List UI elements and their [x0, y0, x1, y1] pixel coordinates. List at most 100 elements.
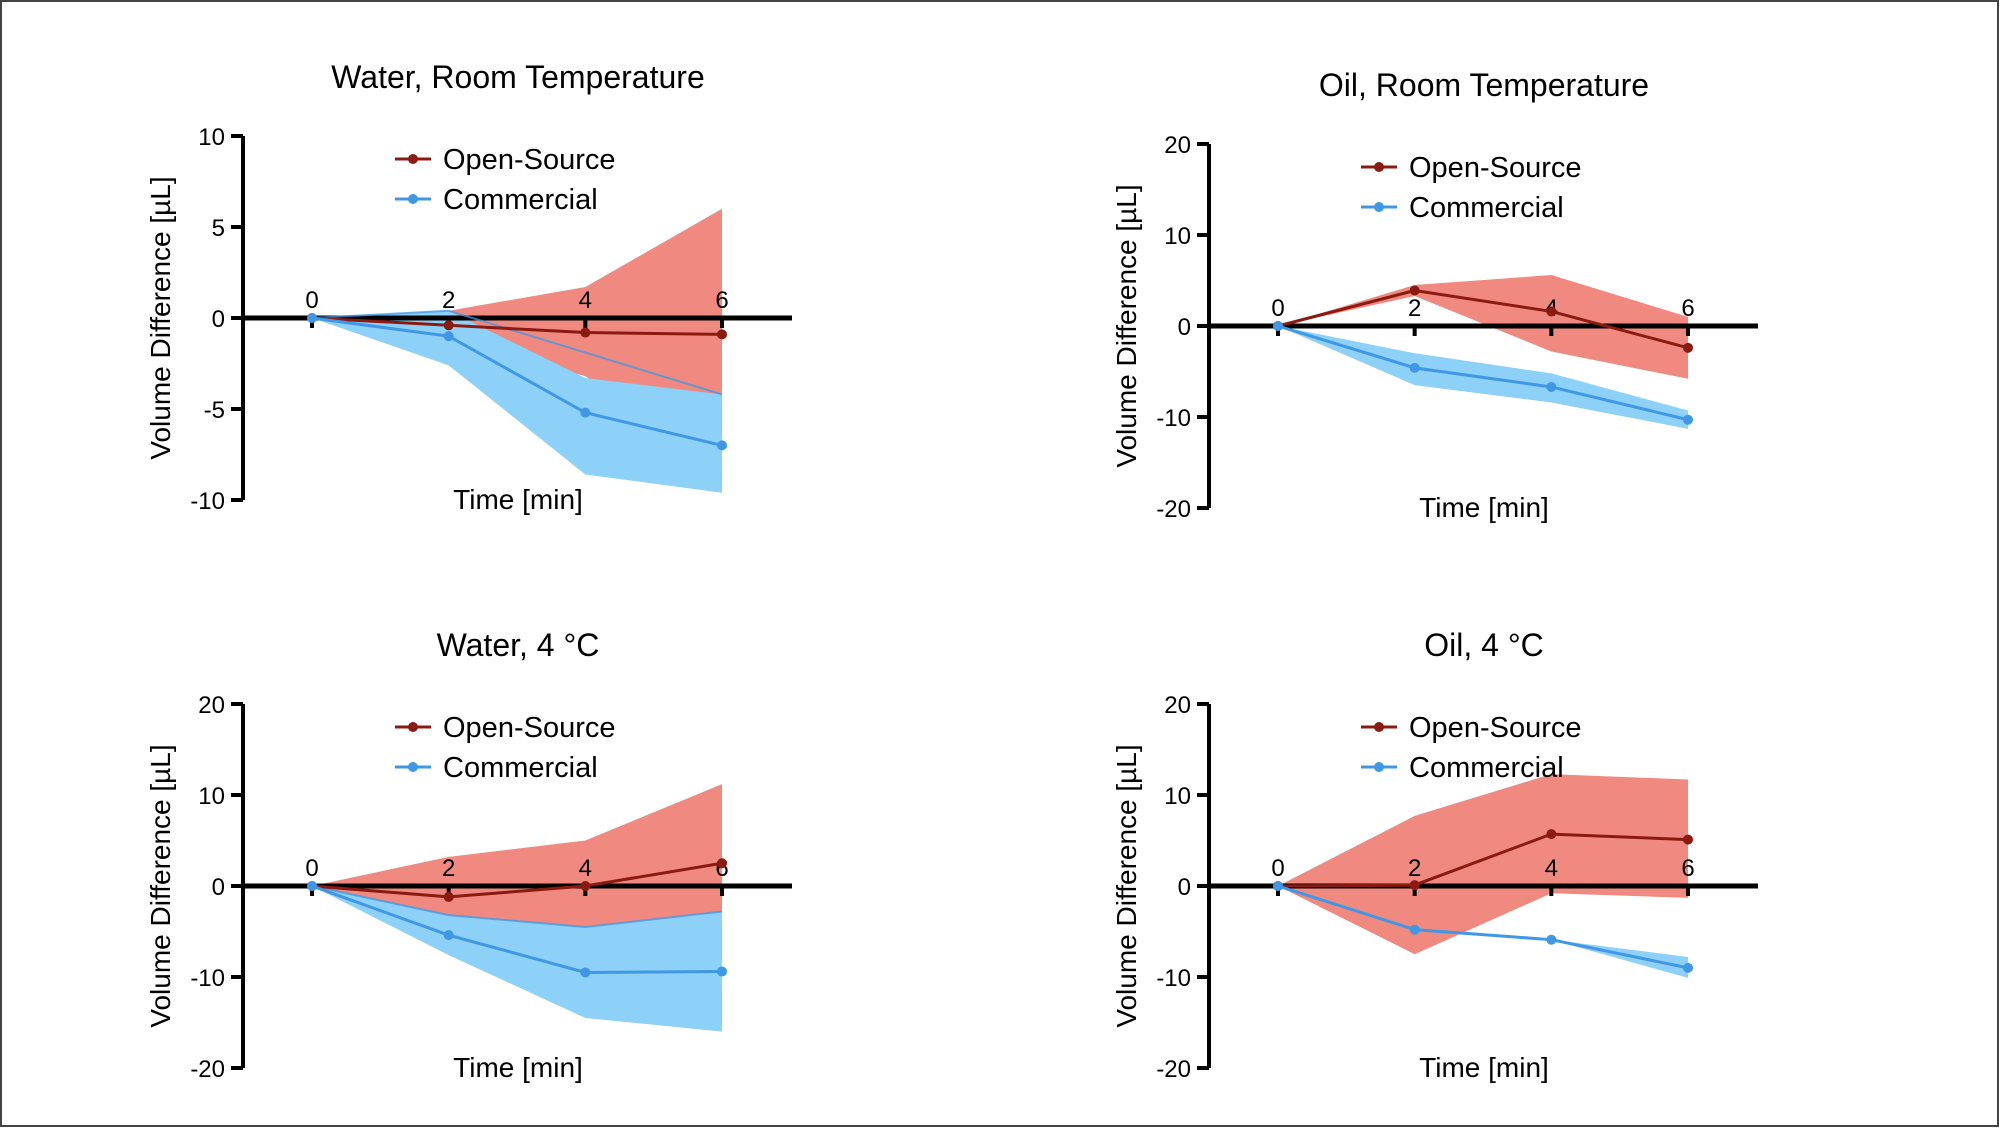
x-tick-label: 2	[442, 287, 455, 314]
y-axis-label: Volume Difference [µL]	[1111, 744, 1142, 1027]
data-point	[1683, 342, 1693, 353]
x-tick-label: 6	[1681, 855, 1694, 882]
y-tick-label: 0	[212, 874, 225, 901]
legend-label: Commercial	[1409, 752, 1564, 784]
data-point	[717, 858, 727, 869]
x-tick-label: 6	[1681, 295, 1694, 322]
legend-swatch-marker	[408, 154, 418, 164]
x-tick-label: 4	[1545, 855, 1558, 882]
data-point	[1409, 362, 1420, 373]
y-axis-label: Volume Difference [µL]	[145, 744, 176, 1027]
series-line-1	[311, 884, 723, 974]
series-line-1	[1277, 324, 1689, 422]
legend-swatch-marker	[1374, 202, 1384, 212]
x-axis-label: Time [min]	[453, 1052, 583, 1083]
y-tick-label: 0	[1178, 874, 1191, 901]
data-point	[443, 320, 454, 331]
data-point	[580, 407, 591, 418]
data-point	[717, 440, 727, 451]
series-line-0	[311, 316, 723, 336]
legend-swatch-marker	[1374, 722, 1384, 732]
x-tick-label: 2	[442, 855, 455, 882]
x-axis-label: Time [min]	[453, 484, 583, 515]
legend-label: Commercial	[443, 184, 598, 216]
y-tick-label: 0	[212, 306, 225, 333]
data-point	[307, 881, 317, 891]
y-tick-label: 20	[1164, 132, 1191, 159]
y-tick-label: 10	[1164, 783, 1191, 810]
y-tick-label: -20	[190, 1056, 225, 1083]
legend-label: Open-Source	[443, 712, 616, 744]
data-point	[1546, 934, 1557, 945]
data-point	[1409, 924, 1420, 935]
data-point	[1546, 381, 1557, 392]
data-point	[1683, 962, 1693, 973]
error-band-0	[1278, 275, 1688, 379]
chart-title: Water, Room Temperature	[331, 59, 704, 95]
data-point	[443, 331, 454, 342]
data-point	[1273, 321, 1283, 331]
x-tick-label: 6	[715, 287, 728, 314]
data-point	[1683, 834, 1693, 845]
series-line-0	[311, 861, 723, 899]
y-axis-label: Volume Difference [µL]	[145, 176, 176, 459]
x-axis-label: Time [min]	[1419, 1052, 1549, 1083]
data-point	[580, 327, 591, 338]
legend-swatch-marker	[1374, 762, 1384, 772]
error-band-0	[1278, 774, 1688, 955]
y-tick-label: -10	[1156, 405, 1191, 432]
chart-title: Oil, Room Temperature	[1319, 67, 1649, 103]
chart-water-room-temp: Water, Room Temperature -10 -5 0 5 10 0 2 4 6 Open…	[145, 59, 792, 515]
data-point	[1683, 414, 1693, 425]
legend-label: Open-Source	[1409, 152, 1582, 184]
x-tick-label: 0	[1271, 295, 1284, 322]
x-tick-label: 2	[1408, 855, 1421, 882]
data-point	[580, 967, 591, 978]
y-axis-label: Volume Difference [µL]	[1111, 184, 1142, 467]
x-tick-label: 2	[1408, 295, 1421, 322]
legend-label: Open-Source	[1409, 712, 1582, 744]
legend-swatch-marker	[408, 762, 418, 772]
y-tick-label: -20	[1156, 1056, 1191, 1083]
x-axis-label: Time [min]	[1419, 492, 1549, 523]
y-tick-label: 5	[212, 215, 225, 242]
series-line-1	[1277, 884, 1689, 970]
x-tick-label: 4	[579, 855, 592, 882]
x-tick-label: 0	[1271, 855, 1284, 882]
legend-swatch-marker	[408, 194, 418, 204]
y-tick-label: -5	[204, 397, 225, 424]
legend-swatch-marker	[408, 722, 418, 732]
x-tick-label: 4	[579, 287, 592, 314]
data-point	[717, 966, 727, 977]
data-point	[1546, 829, 1557, 840]
x-tick-label: 0	[305, 287, 318, 314]
y-tick-label: -10	[190, 965, 225, 992]
band-edge-line-1	[311, 309, 723, 396]
data-point	[1409, 285, 1420, 296]
y-tick-label: 10	[198, 783, 225, 810]
band-edge-line-1	[311, 885, 723, 928]
data-point	[717, 329, 727, 340]
legend-label: Commercial	[443, 752, 598, 784]
legend-label: Open-Source	[443, 144, 616, 176]
data-point	[443, 930, 454, 941]
series-line-1	[311, 316, 723, 447]
chart-oil-4c: Oil, 4 °C -20 -10 0 10 20 0 2 4 6 Open-Source Comme…	[1111, 627, 1758, 1083]
error-band-1	[312, 310, 722, 493]
legend-swatch-marker	[1374, 162, 1384, 172]
y-tick-label: 0	[1178, 314, 1191, 341]
y-tick-label: 20	[1164, 692, 1191, 719]
data-point	[1546, 306, 1557, 317]
data-point	[443, 891, 454, 902]
data-point	[580, 881, 591, 891]
y-tick-label: -10	[1156, 965, 1191, 992]
chart-title: Oil, 4 °C	[1424, 627, 1543, 663]
data-point	[1409, 880, 1420, 891]
legend-label: Commercial	[1409, 192, 1564, 224]
y-tick-label: 10	[1164, 223, 1191, 250]
chart-title: Water, 4 °C	[437, 627, 600, 663]
y-tick-label: -20	[1156, 496, 1191, 523]
series-line-0	[1277, 288, 1689, 350]
